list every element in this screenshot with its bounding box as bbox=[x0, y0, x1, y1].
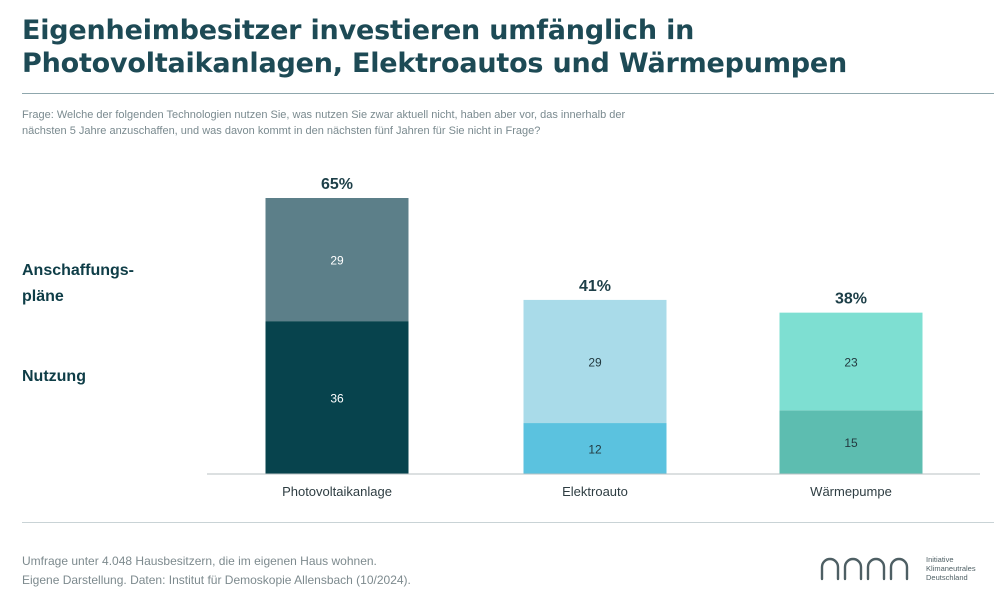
total-label-3: 38% bbox=[835, 291, 867, 308]
legend-label-nutzung: Nutzung bbox=[22, 368, 86, 385]
title-line-1: Eigenheimbesitzer investieren umfänglich… bbox=[22, 15, 695, 46]
footer-divider bbox=[22, 522, 994, 523]
bar-nutzung-2 bbox=[523, 423, 667, 474]
category-label-1: Photovoltaikanlage bbox=[282, 484, 392, 499]
question-line-1: Frage: Welche der folgenden Technologien… bbox=[22, 109, 626, 121]
bar-nutzung-3 bbox=[779, 410, 923, 474]
stacked-bar-chart: 36 29 65% Photovoltaikanlage 12 29 41% Elektroa… bbox=[22, 176, 980, 499]
survey-question: Frage: Welche der folgenden Technologien… bbox=[22, 107, 902, 139]
category-label-3: Wärmepumpe bbox=[810, 484, 892, 499]
legend-label-anschaffungsplaene-line-2: pläne bbox=[22, 288, 64, 305]
footer-line-2: Eigene Darstellung. Daten: Institut für … bbox=[22, 573, 411, 587]
data-label-anschaffungsplaene-1: 29 bbox=[330, 254, 344, 268]
footer-notes: Umfrage unter 4.048 Hausbesitzern, die i… bbox=[22, 552, 411, 590]
category-label-2: Elektroauto bbox=[562, 484, 628, 499]
logo-text-line-3: Deutschland bbox=[926, 573, 968, 582]
logo-text-line-1: Initiative bbox=[926, 555, 954, 564]
chart-title: Eigenheimbesitzer investieren umfänglich… bbox=[22, 14, 982, 80]
title-line-2: Photovoltaikanlagen, Elektroautos und Wä… bbox=[22, 48, 848, 79]
footer-line-1: Umfrage unter 4.048 Hausbesitzern, die i… bbox=[22, 554, 377, 568]
bar-nutzung-1 bbox=[265, 321, 409, 474]
logo-text-line-2: Klimaneutrales bbox=[926, 564, 976, 573]
data-label-nutzung-2: 12 bbox=[588, 443, 602, 457]
bar-anschaffungsplaene-1 bbox=[265, 198, 409, 322]
data-label-nutzung-1: 36 bbox=[330, 392, 344, 406]
bar-anschaffungsplaene-2 bbox=[523, 299, 667, 424]
data-label-anschaffungsplaene-2: 29 bbox=[588, 355, 602, 369]
question-line-2: nächsten 5 Jahre anzuschaffen, und was d… bbox=[22, 125, 541, 137]
data-label-nutzung-3: 15 bbox=[844, 436, 858, 450]
logo-text: Initiative Klimaneutrales Deutschland bbox=[926, 555, 976, 582]
title-divider bbox=[22, 93, 994, 94]
logo-mark-icon bbox=[820, 557, 909, 581]
legend-label-anschaffungsplaene-line-1: Anschaffungs- bbox=[22, 262, 134, 279]
data-label-anschaffungsplaene-3: 23 bbox=[844, 355, 858, 369]
bar-anschaffungsplaene-3 bbox=[779, 312, 923, 411]
total-label-2: 41% bbox=[579, 278, 611, 295]
total-label-1: 65% bbox=[321, 176, 353, 193]
organization-logo: Initiative Klimaneutrales Deutschland bbox=[818, 553, 993, 587]
